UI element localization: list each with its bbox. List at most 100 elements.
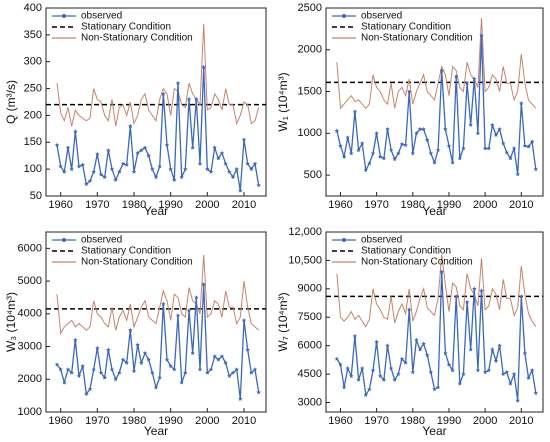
point-marker	[234, 367, 239, 372]
y-tick-label: 100	[24, 163, 42, 175]
point-marker	[435, 147, 441, 152]
point-marker	[73, 129, 78, 134]
point-marker	[205, 166, 210, 172]
point-marker	[65, 367, 71, 372]
point-marker	[142, 350, 148, 355]
x-tick-label: 2000	[195, 415, 219, 427]
point-marker	[252, 367, 258, 372]
point-marker	[117, 169, 122, 174]
point-marker	[359, 141, 365, 146]
point-marker	[216, 357, 221, 362]
point-marker	[128, 327, 133, 333]
point-marker	[370, 151, 376, 156]
point-marker	[106, 147, 111, 153]
x-axis-label: Year	[422, 204, 446, 218]
point-marker	[76, 373, 82, 378]
y-tick-label: 1000	[298, 127, 322, 139]
legend-label: Stationary Condition	[361, 246, 451, 257]
point-marker	[439, 269, 444, 274]
point-marker	[403, 142, 408, 147]
point-marker	[124, 162, 129, 167]
point-marker	[414, 337, 419, 342]
point-marker	[142, 145, 148, 150]
point-marker	[493, 358, 499, 363]
series-line	[336, 254, 537, 328]
point-marker	[98, 172, 104, 177]
point-marker	[396, 371, 401, 376]
y-tick-label: 3000	[298, 396, 322, 408]
x-tick-label: 1960	[328, 199, 352, 211]
point-marker	[245, 347, 250, 352]
point-marker	[135, 150, 140, 155]
point-marker	[87, 178, 93, 183]
point-marker	[223, 161, 228, 166]
legend-label: Non-Stationary Condition	[361, 257, 473, 268]
series-line	[56, 254, 260, 336]
x-tick-label: 1990	[158, 199, 182, 211]
point-marker	[241, 318, 247, 323]
plot-frame	[325, 7, 544, 197]
point-marker	[345, 366, 350, 371]
point-marker	[425, 352, 430, 358]
point-marker	[117, 370, 122, 375]
point-marker	[425, 137, 430, 142]
point-marker	[146, 153, 151, 158]
point-marker	[80, 162, 85, 167]
point-marker	[197, 161, 203, 166]
y-axis-label: W₇ (10⁴m³)	[276, 292, 290, 351]
point-marker	[106, 347, 111, 352]
point-marker	[219, 354, 225, 359]
point-marker	[432, 160, 437, 165]
point-marker	[472, 286, 477, 291]
point-marker	[256, 390, 261, 395]
point-marker	[186, 308, 192, 313]
point-marker	[381, 377, 387, 382]
point-marker	[157, 164, 162, 169]
y-tick-label: 350	[24, 29, 42, 41]
point-marker	[186, 96, 192, 102]
x-axis-label: Year	[144, 424, 168, 438]
point-marker	[172, 367, 177, 372]
plot-frame	[45, 231, 267, 413]
point-marker	[349, 373, 354, 378]
point-marker	[334, 128, 340, 133]
x-tick-label: 2010	[509, 415, 533, 427]
point-marker	[190, 350, 195, 355]
x-tick-label: 2010	[232, 199, 256, 211]
point-marker	[519, 294, 524, 299]
series-line	[56, 284, 260, 399]
series-line	[56, 67, 260, 191]
x-axis-label: Year	[144, 204, 168, 218]
point-marker	[80, 363, 85, 369]
point-marker	[102, 375, 107, 380]
legend-label: observed	[81, 235, 122, 246]
point-marker	[446, 362, 452, 367]
legend-label: Stationary Condition	[81, 246, 171, 257]
point-marker	[414, 130, 419, 136]
point-marker	[450, 367, 455, 373]
point-marker	[98, 370, 104, 375]
y-tick-label: 6000	[18, 242, 42, 254]
point-marker	[338, 362, 343, 367]
point-marker	[139, 147, 144, 153]
point-marker	[500, 141, 506, 146]
point-marker	[219, 150, 225, 155]
point-marker	[482, 146, 488, 151]
x-tick-label: 2000	[473, 199, 497, 211]
point-marker	[522, 350, 528, 356]
point-marker	[519, 100, 524, 106]
point-marker	[87, 386, 93, 391]
point-marker	[435, 385, 441, 390]
point-marker	[212, 354, 217, 359]
point-marker	[381, 156, 387, 161]
point-marker	[245, 161, 250, 166]
point-marker	[175, 313, 181, 318]
y-axis-label: W₃ (10⁴m³)	[4, 292, 18, 352]
point-marker	[201, 282, 206, 287]
point-marker	[464, 80, 470, 86]
point-marker	[522, 143, 528, 148]
y-tick-label: 2500	[298, 2, 322, 14]
legend-label: observed	[361, 11, 402, 22]
legend-label: Stationary Condition	[361, 22, 451, 33]
point-marker	[428, 369, 434, 375]
